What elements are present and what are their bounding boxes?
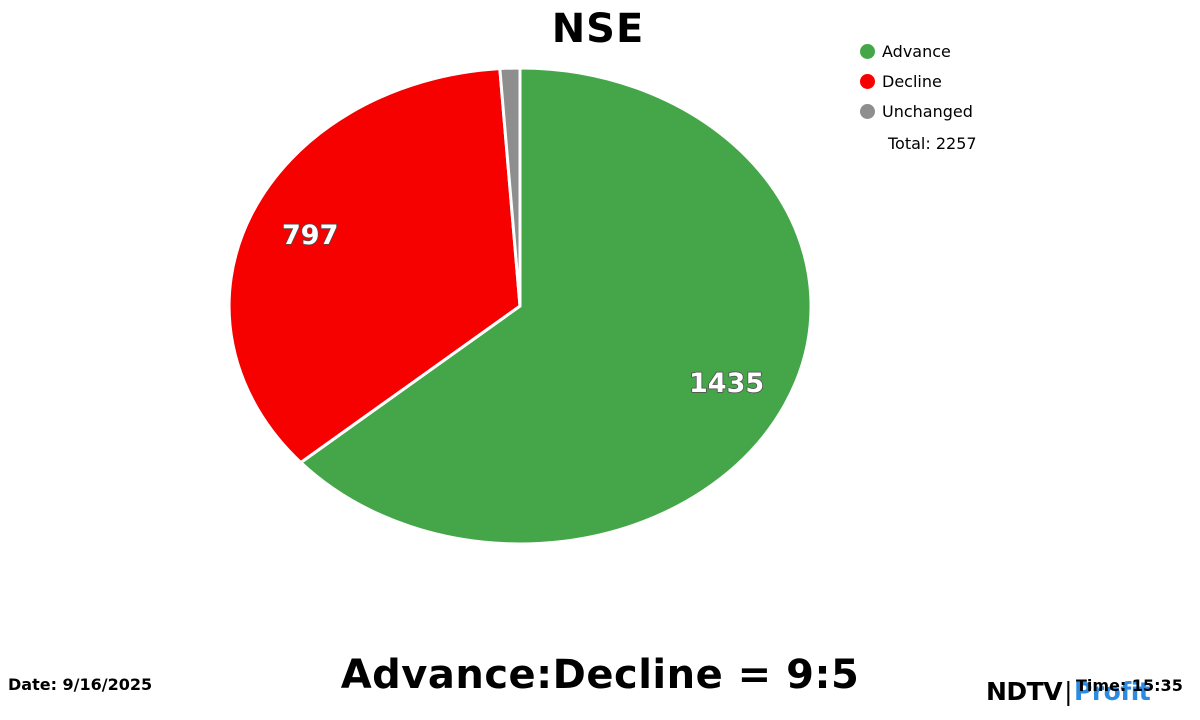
advance-color-dot: [860, 44, 875, 59]
pie-slice-advance: [299, 66, 813, 546]
pie-slice-unchanged: [498, 66, 522, 308]
ndtv-logo-text: NDTV: [986, 677, 1063, 706]
slice-value-label: 1435: [689, 368, 764, 399]
slice-value-label: 797: [282, 220, 338, 251]
footer-time: Time: 15:35: [1076, 676, 1183, 695]
logo-separator: |: [1064, 677, 1073, 706]
legend-label-decline: Decline: [882, 72, 942, 91]
decline-color-dot: [860, 74, 875, 89]
legend-label-advance: Advance: [882, 42, 951, 61]
profit-logo-text: Profit: [1074, 677, 1151, 706]
legend-item-advance: Advance: [860, 42, 977, 61]
chart-title: NSE: [551, 6, 645, 52]
legend-item-unchanged: Unchanged: [860, 102, 977, 121]
advance-decline-ratio: Advance:Decline = 9:5: [340, 652, 860, 698]
unchanged-color-dot: [860, 104, 875, 119]
ndtv-profit-logo: NDTV | Profit: [986, 677, 1151, 706]
legend-total: Total: 2257: [888, 134, 977, 153]
legend-item-decline: Decline: [860, 72, 977, 91]
footer-date: Date: 9/16/2025: [8, 675, 153, 694]
legend: Advance Decline Unchanged Total: 2257: [860, 42, 977, 153]
legend-label-unchanged: Unchanged: [882, 102, 973, 121]
pie-slice-decline: [227, 67, 522, 464]
